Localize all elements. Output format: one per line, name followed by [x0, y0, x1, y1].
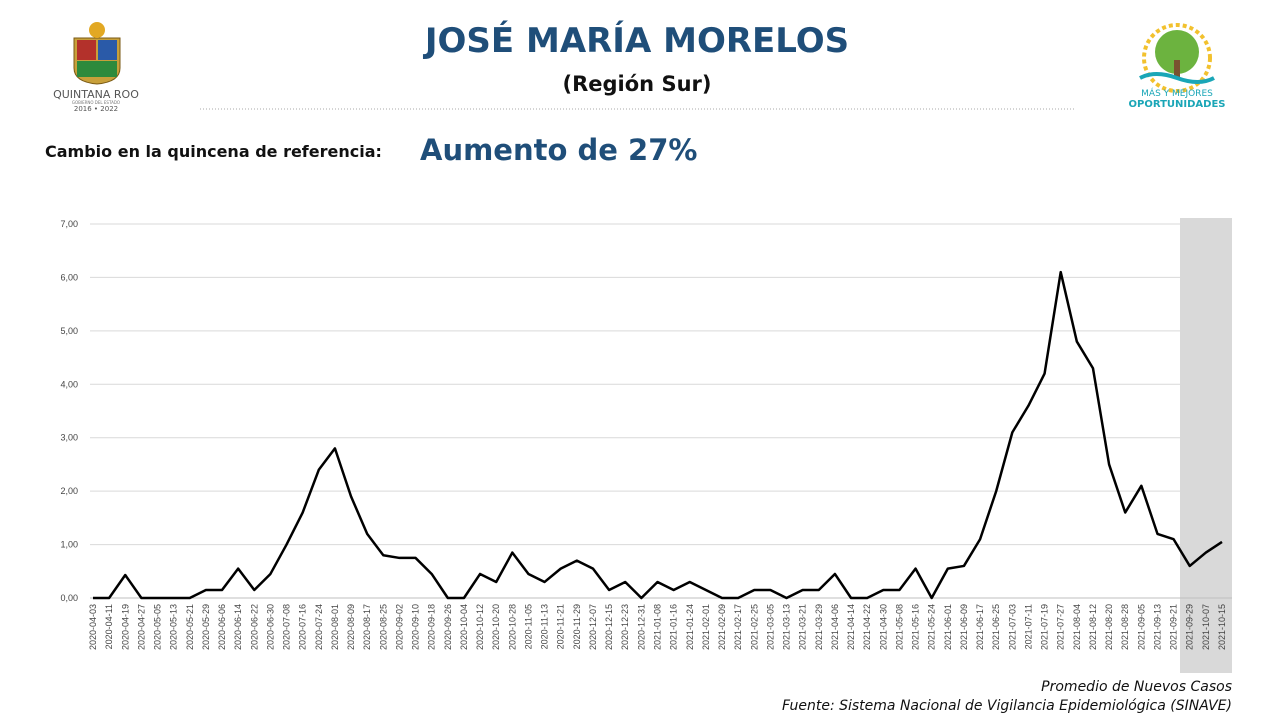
x-tick-label: 2020-05-21: [185, 604, 195, 650]
x-tick-label: 2021-07-03: [1007, 604, 1017, 650]
y-tick-label: 6,00: [60, 272, 78, 282]
x-tick-label: 2020-08-25: [378, 604, 388, 650]
x-tick-label: 2020-12-23: [620, 604, 630, 650]
x-tick-label: 2020-05-29: [201, 604, 211, 650]
x-tick-label: 2020-04-19: [120, 604, 130, 650]
x-tick-label: 2021-06-25: [991, 604, 1001, 650]
subtitle: (Región Sur): [563, 72, 712, 96]
x-tick-label: 2020-11-21: [556, 604, 566, 649]
x-tick-label: 2020-12-15: [604, 604, 614, 650]
x-tick-label: 2021-04-06: [830, 604, 840, 650]
x-tick-label: 2021-07-19: [1040, 604, 1050, 650]
x-tick-label: 2021-08-20: [1104, 604, 1114, 650]
data-line: [93, 270, 1223, 600]
logo-name: QUINTANA ROO: [53, 88, 139, 101]
x-tick-label: 2020-09-18: [427, 604, 437, 650]
x-tick-label: 2021-08-04: [1072, 604, 1082, 650]
y-tick-label: 3,00: [60, 433, 78, 443]
x-tick-label: 2021-02-01: [701, 604, 711, 650]
x-tick-label: 2021-01-24: [685, 604, 695, 650]
x-tick-label: 2021-06-09: [959, 604, 969, 650]
x-tick-label: 2020-12-31: [636, 604, 646, 650]
change-value: Aumento de 27%: [420, 133, 697, 167]
y-tick-label: 2,00: [60, 486, 78, 496]
x-tick-label: 2020-04-03: [88, 604, 98, 650]
x-tick-label: 2021-01-16: [669, 604, 679, 650]
x-tick-label: 2020-07-16: [298, 604, 308, 650]
logo-line1: MÁS Y MEJORES: [1141, 87, 1213, 99]
left-logo: [73, 22, 121, 85]
x-tick-label: 2021-09-05: [1136, 604, 1146, 650]
x-tick-label: 2020-11-29: [572, 604, 582, 649]
x-tick-label: 2021-03-29: [814, 604, 824, 650]
change-label: Cambio en la quincena de referencia:: [45, 142, 382, 161]
x-tick-label: 2020-07-08: [282, 604, 292, 650]
x-tick-label: 2021-02-09: [717, 604, 727, 650]
y-tick-label: 1,00: [60, 540, 78, 550]
x-tick-label: 2021-02-17: [733, 604, 743, 650]
x-tick-label: 2020-06-06: [217, 604, 227, 650]
x-tick-label: 2021-07-11: [1023, 604, 1033, 649]
logo-subtitle: GOBIERNO DEL ESTADO: [72, 100, 120, 105]
x-tick-label: 2021-05-24: [927, 604, 937, 650]
x-tick-label: 2020-12-07: [588, 604, 598, 650]
x-tick-label: 2020-06-14: [233, 604, 243, 650]
x-tick-label: 2020-11-05: [523, 604, 533, 649]
shaded-period: [1180, 218, 1232, 673]
logo-years: 2016 • 2022: [74, 105, 118, 113]
y-tick-label: 5,00: [60, 326, 78, 336]
x-tick-label: 2021-10-15: [1217, 604, 1227, 650]
chart-source: Fuente: Sistema Nacional de Vigilancia E…: [782, 698, 1232, 714]
x-tick-label: 2021-04-14: [846, 604, 856, 650]
y-tick-label: 7,00: [60, 219, 78, 229]
x-tick-label: 2021-07-27: [1056, 604, 1066, 650]
x-tick-label: 2021-09-29: [1185, 604, 1195, 650]
x-tick-label: 2020-09-26: [443, 604, 453, 650]
x-tick-label: 2021-09-13: [1152, 604, 1162, 650]
x-tick-label: 2020-09-02: [394, 604, 404, 650]
x-tick-label: 2021-06-01: [943, 604, 953, 650]
x-tick-label: 2020-11-13: [540, 604, 550, 649]
x-tick-label: 2020-05-05: [153, 604, 163, 650]
x-tick-label: 2021-05-08: [894, 604, 904, 650]
x-tick-label: 2020-09-10: [411, 604, 421, 650]
x-tick-label: 2021-05-16: [911, 604, 921, 650]
x-tick-label: 2021-04-22: [862, 604, 872, 650]
x-tick-label: 2020-06-22: [249, 604, 259, 650]
x-tick-label: 2021-10-07: [1201, 604, 1211, 650]
x-tick-label: 2021-06-17: [975, 604, 985, 650]
x-tick-label: 2020-10-04: [459, 604, 469, 650]
x-tick-label: 2021-09-21: [1169, 604, 1179, 650]
x-tick-label: 2021-01-08: [653, 604, 663, 650]
x-tick-label: 2021-08-28: [1120, 604, 1130, 650]
x-tick-label: 2020-10-12: [475, 604, 485, 650]
y-tick-label: 4,00: [60, 379, 78, 389]
x-tick-label: 2020-10-28: [507, 604, 517, 650]
logo-line2: OPORTUNIDADES: [1129, 99, 1226, 110]
x-tick-label: 2021-02-25: [749, 604, 759, 650]
x-tick-label: 2020-08-17: [362, 604, 372, 650]
x-tick-label: 2020-08-01: [330, 604, 340, 650]
plot: 0,00 1,00 2,00 3,00 4,00 5,00 6,00 7,00 2020-04-…: [60, 219, 1232, 650]
x-tick-label: 2020-04-27: [136, 604, 146, 650]
x-tick-label: 2021-04-30: [878, 604, 888, 650]
chart-note: Promedio de Nuevos Casos: [1041, 679, 1232, 695]
x-tick-label: 2020-05-13: [169, 604, 179, 650]
x-tick-label: 2020-10-20: [491, 604, 501, 650]
x-tick-label: 2021-03-21: [798, 604, 808, 650]
x-tick-label: 2020-08-09: [346, 604, 356, 650]
y-tick-label: 0,00: [60, 593, 78, 603]
x-tick-label: 2020-06-30: [265, 604, 275, 650]
title: JOSÉ MARÍA MORELOS: [423, 20, 849, 61]
x-tick-label: 2021-03-05: [765, 604, 775, 650]
x-tick-label: 2020-07-24: [314, 604, 324, 650]
x-tick-label: 2021-08-12: [1088, 604, 1098, 650]
right-logo: [1139, 23, 1215, 93]
x-tick-label: 2020-04-11: [104, 604, 114, 649]
x-tick-label: 2021-03-13: [782, 604, 792, 650]
